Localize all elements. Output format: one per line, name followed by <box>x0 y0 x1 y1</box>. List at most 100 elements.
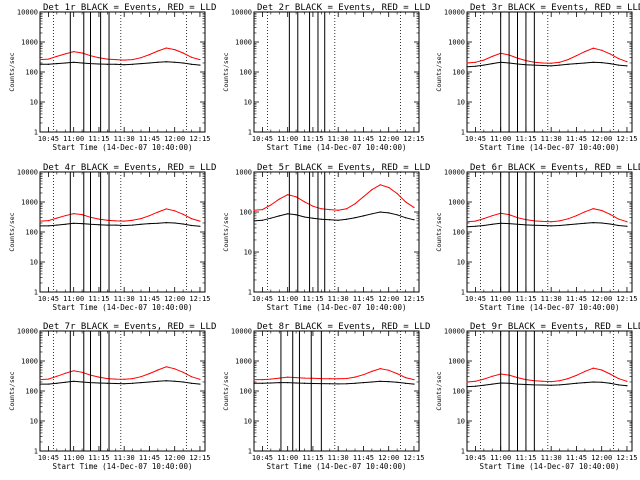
events-point <box>165 222 167 224</box>
lld-point <box>165 208 167 210</box>
x-tick-label: 12:00 <box>164 295 185 303</box>
events-point <box>165 380 167 382</box>
events-point <box>584 382 586 384</box>
events-point <box>559 384 561 386</box>
x-tick-label: 11:45 <box>566 454 587 462</box>
x-tick-label: 12:15 <box>403 454 424 462</box>
y-tick-label: 1 <box>248 129 252 137</box>
events-point <box>379 380 381 382</box>
y-tick-label: 100 <box>25 229 38 237</box>
lld-point <box>575 55 578 57</box>
events-series-line <box>253 211 415 222</box>
lld-point <box>491 375 493 377</box>
y-tick-label: 10 <box>457 259 465 267</box>
detector-panel: Det 3r BLACK = Events, RED = LLD 1 10 100 10… <box>435 3 640 152</box>
events-point <box>73 222 75 224</box>
events-point <box>157 61 159 63</box>
lld-point <box>550 62 552 64</box>
events-point <box>295 382 297 384</box>
events-point <box>73 380 75 382</box>
lld-point <box>174 210 176 212</box>
events-point <box>157 222 159 224</box>
events-point <box>466 386 468 388</box>
lld-point <box>567 377 569 380</box>
x-tick-label: 10:45 <box>252 135 273 143</box>
events-point <box>575 223 578 225</box>
events-point <box>592 222 594 224</box>
events-point <box>123 64 125 66</box>
lld-point <box>295 376 297 379</box>
lld-point <box>575 374 578 377</box>
lld-point <box>140 376 142 378</box>
events-point <box>64 381 66 383</box>
lld-point <box>550 221 552 223</box>
lld-point <box>278 377 280 379</box>
lld-point <box>592 208 594 210</box>
events-point <box>404 217 407 219</box>
x-axis-label: Start Time (14-Dec-07 10:40:00) <box>480 143 620 152</box>
lld-point <box>346 377 348 380</box>
x-tick-label: 11:15 <box>302 295 323 303</box>
events-point <box>64 223 66 225</box>
x-tick-label: 12:00 <box>591 454 612 462</box>
events-point <box>559 224 561 227</box>
events-point <box>39 63 41 65</box>
y-tick-label: 10 <box>30 99 38 107</box>
lld-point <box>56 55 58 58</box>
y-axis-label: Counts/sec <box>435 371 443 410</box>
events-point <box>115 63 117 65</box>
detector-panel: Det 2r BLACK = Events, RED = LLD 1 10 100 10… <box>222 3 430 152</box>
events-point <box>329 383 331 385</box>
lld-point <box>303 377 306 379</box>
lld-point <box>182 52 184 54</box>
x-tick-label: 11:45 <box>139 295 160 303</box>
lld-point <box>39 378 41 381</box>
events-point <box>115 382 117 385</box>
events-point <box>106 382 108 384</box>
lld-point <box>474 380 477 382</box>
events-point <box>601 222 603 224</box>
events-point <box>253 220 255 222</box>
y-tick-label: 1000 <box>21 358 38 366</box>
events-series-line <box>466 381 627 388</box>
events-point <box>371 213 373 215</box>
events-point <box>261 382 264 384</box>
y-tick-label: 1000 <box>235 39 252 47</box>
y-axis-label: Counts/sec <box>222 371 230 410</box>
events-point <box>174 222 176 224</box>
events-point <box>98 224 100 226</box>
lld-point <box>626 61 628 63</box>
x-tick-label: 11:00 <box>63 454 84 462</box>
x-tick-label: 10:45 <box>38 135 59 143</box>
lld-point <box>106 219 108 221</box>
lld-point <box>584 370 586 373</box>
events-point <box>303 216 306 218</box>
events-series-line <box>40 380 200 385</box>
events-point <box>190 382 193 384</box>
lld-point <box>132 219 134 221</box>
lld-series-line <box>39 47 201 61</box>
x-tick-label: 11:45 <box>353 135 374 143</box>
events-point <box>542 64 544 67</box>
events-point <box>379 211 381 213</box>
x-tick-label: 11:15 <box>515 454 536 462</box>
panel-title: Det 4r BLACK = Events, RED = LLD <box>43 163 216 173</box>
events-point <box>182 223 184 225</box>
events-point <box>362 382 365 384</box>
x-tick-label: 11:45 <box>139 454 160 462</box>
events-point <box>47 63 50 65</box>
x-tick-label: 12:00 <box>591 295 612 303</box>
panel-title: Det 1r BLACK = Events, RED = LLD <box>43 3 216 13</box>
lld-point <box>174 368 176 370</box>
x-axis-label: Start Time (14-Dec-07 10:40:00) <box>480 303 620 312</box>
events-point <box>132 224 134 226</box>
x-tick-label: 11:15 <box>515 295 536 303</box>
y-tick-label: 100 <box>452 229 465 237</box>
plot-frame <box>253 330 420 452</box>
lld-point <box>303 201 306 203</box>
events-point <box>190 224 193 227</box>
plot-frame <box>253 171 420 293</box>
y-tick-label: 1000 <box>235 169 252 177</box>
x-tick-label: 11:30 <box>114 295 135 303</box>
events-point <box>609 382 611 384</box>
